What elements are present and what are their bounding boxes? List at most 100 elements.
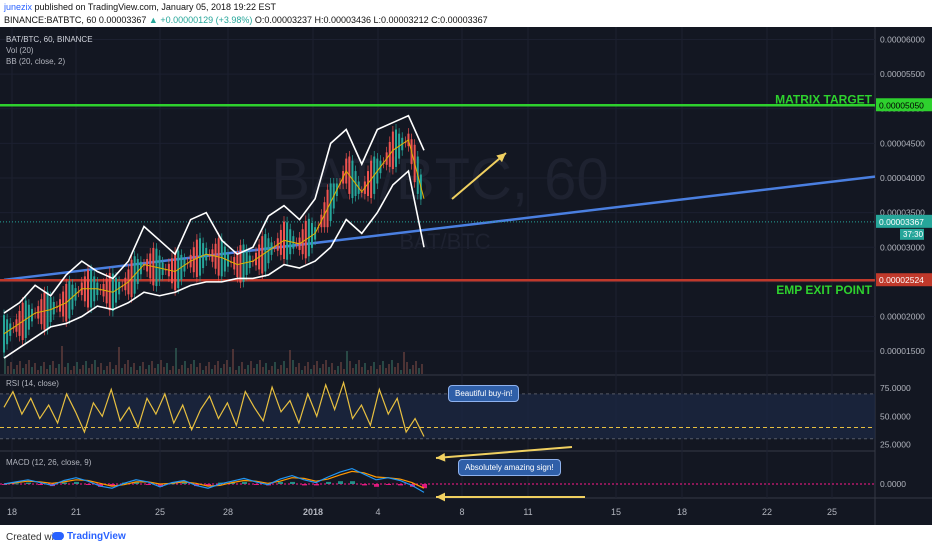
target-price-label: 0.00005050 [879,100,924,110]
volume-bar [319,368,321,374]
exit-price-label: 0.00002524 [879,275,924,285]
volume-bar [70,370,72,374]
volume-bar [16,365,18,374]
volume-bar [97,367,99,374]
rsi-y-tick-label: 25.0000 [880,439,911,449]
x-tick-label: 22 [762,507,772,517]
volume-bar [157,364,159,374]
volume-bar [40,366,42,374]
volume-bar [46,369,48,374]
tradingview-logo-icon [52,532,64,541]
volume-bar [127,360,129,374]
trend-line [3,175,876,282]
volume-bar [106,366,108,374]
author-link[interactable]: junezix [4,2,33,12]
tradingview-logo[interactable]: TradingView [52,531,126,542]
volume-bar [352,368,354,374]
volume-bar [7,366,9,374]
y-tick-label: 0.00002000 [880,312,925,322]
macd-histogram-bar [374,484,379,487]
y-tick-label: 0.00003000 [880,242,925,252]
volume-bar [286,368,288,374]
volume-bar [370,366,372,374]
macd-histogram-bar [110,484,115,487]
macd-histogram-bar [398,484,403,486]
volume-bar [4,356,6,374]
macd-histogram-bar [314,484,319,486]
rsi-arrow [435,446,573,459]
volume-bar [196,367,198,374]
volume-bar [253,368,255,374]
x-tick-label: 18 [677,507,687,517]
last-price-label: 0.00003367 [879,217,924,227]
volume-bar [361,367,363,374]
ohlc-values: O:0.00003237 H:0.00003436 L:0.00003212 C… [254,15,488,25]
volume-bar [166,363,168,374]
macd-histogram-bar [350,481,355,484]
volume-bar [100,363,102,374]
volume-bar [37,370,39,374]
macd-histogram-bar [74,481,79,484]
bb-lower-line [3,169,425,359]
volume-bar [298,363,300,374]
volume-bar [79,369,81,374]
volume-bar [217,361,219,374]
volume-bar [340,362,342,374]
volume-bar [115,365,117,374]
volume-bar [388,364,390,374]
volume-bar [280,365,282,374]
macd-histogram-bar [326,481,331,484]
volume-bar [334,370,336,374]
callout-buy-in: Beautiful buy-in! [448,385,520,402]
volume-bar [238,366,240,374]
macd-y-tick-label: 0.0000 [880,479,906,489]
macd-arrow-head [436,492,446,502]
volume-bar [304,366,306,374]
volume-bar [316,361,318,374]
volume-bar [325,360,327,374]
volume-bar [49,365,51,374]
volume-bar [175,348,177,374]
y-tick-label: 0.00005500 [880,69,925,79]
volume-bar [130,367,132,374]
volume-bar [145,369,147,374]
volume-bar [124,364,126,374]
x-tick-label: 25 [155,507,165,517]
volume-bar [178,369,180,374]
volume-bar [262,367,264,374]
volume-bar [295,367,297,374]
volume-bar [373,362,375,374]
rsi-y-tick-label: 75.0000 [880,383,911,393]
volume-bar [397,363,399,374]
volume-bar [223,364,225,374]
last-price-tag [876,214,932,228]
macd-histogram-bar [14,483,19,485]
macd-histogram-bar [38,484,43,485]
x-tick-label: 25 [827,507,837,517]
volume-bar [310,369,312,374]
bb-basis-line [3,139,425,335]
volume-bar [337,366,339,374]
publish-text: published on TradingView.com, January 05… [32,2,277,12]
volume-bar [19,361,21,374]
volume-bar [391,360,393,374]
volume-bar [214,365,216,374]
rsi-y-tick-label: 50.0000 [880,411,911,421]
volume-bar [28,360,30,374]
volume-bar [154,368,156,374]
volume-bar [274,362,276,374]
chart-background [0,27,932,525]
volume-bar [43,362,45,374]
volume-bar [187,368,189,374]
volume-bar [133,363,135,374]
macd-histogram-bar [158,484,163,487]
volume-bar [412,365,414,374]
volume-bar [121,368,123,374]
bb-upper-line [3,114,425,314]
volume-bar [271,366,273,374]
volume-bar [52,361,54,374]
chart-svg: BAT/BTC, 60 BAT/BTC 0.00001500 0.00002000 0.… [0,27,932,525]
chart-area[interactable]: BAT/BTC, 60 BAT/BTC 0.00001500 0.00002000 0.… [0,27,932,525]
volume-bar [13,369,15,374]
footer: Created with TradingView [0,525,932,550]
